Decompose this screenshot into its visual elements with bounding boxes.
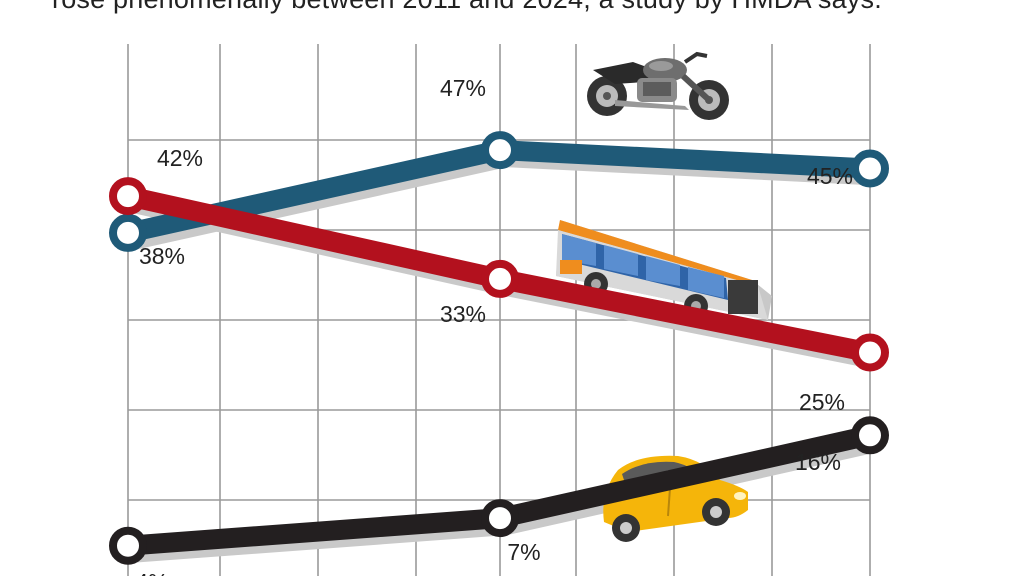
data-label-bus: 25% <box>799 389 845 415</box>
data-label-car: 7% <box>507 539 540 565</box>
data-point-motorcycle <box>481 131 519 170</box>
data-point-bus <box>481 259 519 298</box>
chart-caption: rose phenomenally between 2011 and 2024,… <box>52 0 882 15</box>
data-points <box>109 131 889 565</box>
data-label-bus: 33% <box>440 301 486 327</box>
vehicle-icons <box>556 51 772 542</box>
data-point-motorcycle <box>851 149 889 188</box>
data-label-car: 16% <box>795 449 841 475</box>
bus-icon <box>556 220 772 320</box>
data-point-car <box>109 526 147 565</box>
motorcycle-icon <box>587 51 729 120</box>
data-point-motorcycle <box>109 213 147 252</box>
data-point-car <box>851 416 889 455</box>
series-lines <box>118 140 880 556</box>
data-labels: 38% 47% 45% 42% 33% 25% 4% 7% 16% <box>135 75 853 581</box>
data-point-bus <box>851 333 889 372</box>
data-label-motorcycle: 38% <box>139 243 185 269</box>
data-label-motorcycle: 47% <box>440 75 486 101</box>
data-label-car: 4% <box>135 569 168 576</box>
data-point-bus <box>109 177 147 216</box>
data-label-bus: 42% <box>157 145 203 171</box>
data-label-motorcycle: 45% <box>807 163 853 189</box>
data-point-car <box>481 499 519 538</box>
